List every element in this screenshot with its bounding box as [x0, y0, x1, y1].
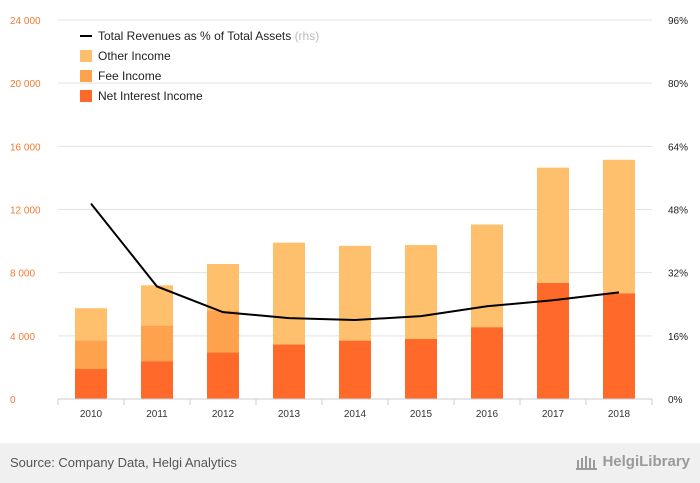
legend: Total Revenues as % of Total Assets (rhs… [80, 29, 319, 103]
y-right-tick-label: 16% [668, 332, 688, 343]
bar-segment [603, 293, 635, 399]
revenue-ratio-line [90, 202, 620, 322]
x-tick-label: 2013 [278, 409, 301, 420]
bar-segment [405, 245, 437, 339]
legend-label: Fee Income [98, 69, 162, 83]
y-left-tick-label: 4 000 [10, 332, 35, 343]
bar-segment [207, 263, 239, 311]
bar-segment [339, 340, 371, 399]
legend-swatch [80, 90, 92, 102]
bar-segment [603, 159, 635, 294]
legend-swatch [80, 50, 92, 62]
y-right-tick-label: 0% [668, 395, 683, 406]
legend-label: Other Income [98, 49, 171, 63]
y-right-tick-label: 32% [668, 269, 688, 280]
x-tick-label: 2010 [80, 409, 103, 420]
bar-segment [339, 245, 371, 341]
y-left-tick-label: 16 000 [10, 142, 41, 153]
bar-segment [75, 368, 107, 399]
library-icon [576, 455, 598, 470]
bar-segment [141, 325, 173, 362]
x-tick-label: 2016 [476, 409, 499, 420]
x-tick-label: 2011 [146, 409, 168, 420]
bar-segment [471, 327, 503, 399]
y-right-tick-label: 96% [668, 16, 688, 27]
y-left-tick-label: 12 000 [10, 206, 41, 217]
bar-segment [141, 361, 173, 399]
x-tick-label: 2015 [410, 409, 433, 420]
y-left-tick-label: 24 000 [10, 16, 41, 27]
bar-segment [273, 242, 305, 345]
bar-segment [207, 310, 239, 353]
bar-segment [537, 167, 569, 283]
bar-segment [207, 352, 239, 399]
source-note: Source: Company Data, Helgi Analytics [10, 455, 237, 470]
x-tick-label: 2018 [608, 409, 631, 420]
y-left-tick-label: 20 000 [10, 79, 41, 90]
x-tick-label: 2014 [344, 409, 367, 420]
brand-name: HelgiLibrary [602, 453, 690, 470]
y-right-tick-label: 64% [668, 142, 688, 153]
bar-segment [273, 344, 305, 399]
bar-segment [141, 285, 173, 326]
y-left-tick-label: 0 [10, 395, 16, 406]
x-tick-label: 2017 [542, 409, 565, 420]
brand-logo: HelgiLibrary [576, 453, 690, 470]
y-left-tick-label: 8 000 [10, 269, 35, 280]
axes: 0 0% 4 000 16% 8 000 32% 12 000 48% 16 000 64% 20 … [10, 16, 688, 420]
footer: Source: Company Data, Helgi Analytics He… [0, 443, 700, 483]
bar-segment [471, 224, 503, 328]
bar-segment [75, 340, 107, 369]
x-tick-label: 2012 [212, 409, 235, 420]
bar-segment [405, 338, 437, 399]
bars [75, 159, 635, 399]
legend-swatch [80, 70, 92, 82]
y-right-tick-label: 48% [668, 206, 688, 217]
legend-line-label: Total Revenues as % of Total Assets (rhs… [98, 29, 319, 43]
y-right-tick-label: 80% [668, 79, 688, 90]
legend-label: Net Interest Income [98, 89, 203, 103]
bar-segment [75, 308, 107, 341]
legend-rhs-note: (rhs) [295, 29, 320, 43]
chart: 0 0% 4 000 16% 8 000 32% 12 000 48% 16 000 64% 20 … [10, 16, 688, 420]
ratio-line [90, 202, 620, 322]
bar-segment [537, 282, 569, 399]
